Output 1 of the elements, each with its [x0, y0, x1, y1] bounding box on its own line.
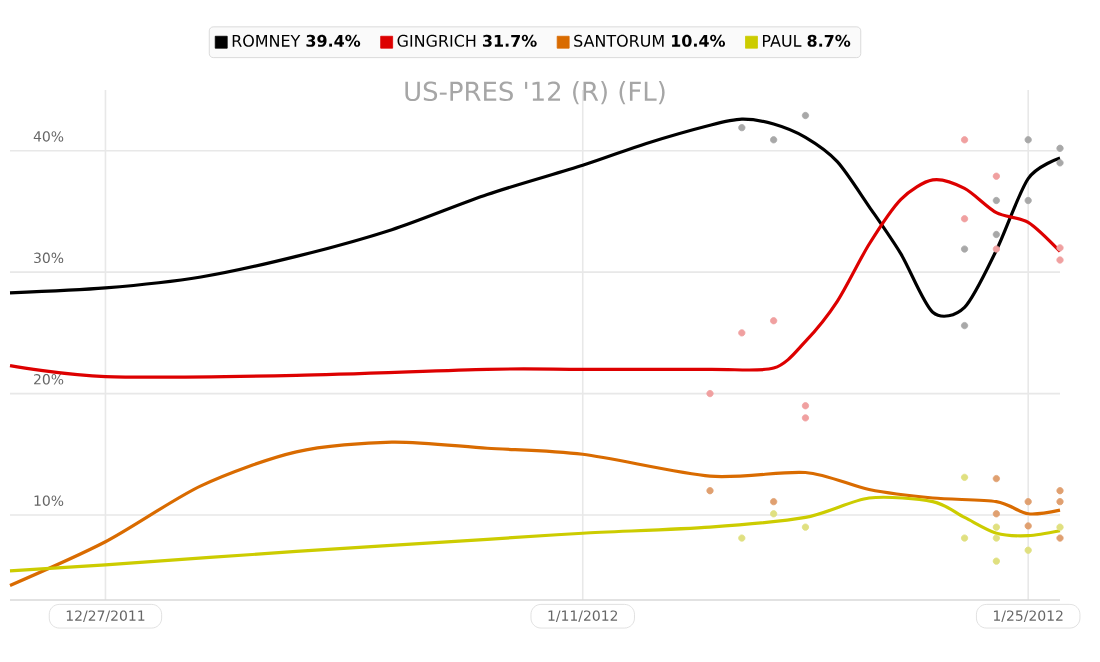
- chart-title: US-PRES '12 (R) (FL): [405, 81, 665, 105]
